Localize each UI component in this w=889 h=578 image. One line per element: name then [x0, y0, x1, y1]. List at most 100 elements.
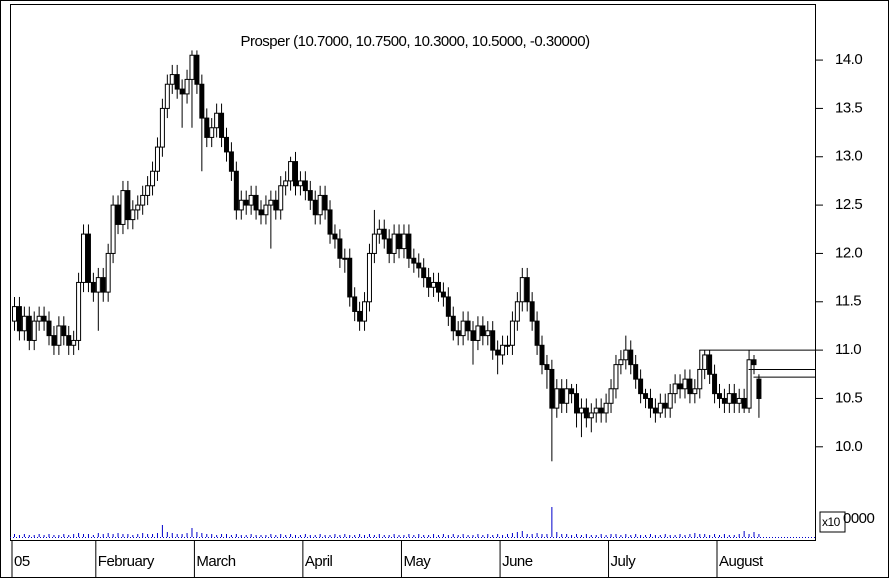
candle-body	[263, 204, 269, 216]
candle-body	[578, 407, 584, 414]
candle-body	[283, 180, 289, 187]
candle-body	[672, 383, 678, 395]
candle-body	[307, 190, 313, 201]
candle-body	[145, 185, 151, 196]
candle-body	[219, 112, 225, 138]
candle-body	[209, 127, 215, 138]
candle-body	[199, 83, 205, 119]
candle-body	[253, 194, 259, 211]
candle-body	[450, 315, 456, 332]
y-tick-label: 13.0	[835, 148, 862, 165]
candle-body	[228, 151, 234, 172]
candle-body	[657, 402, 663, 414]
candle-body	[214, 112, 220, 129]
candle-body	[223, 136, 229, 153]
candle-body	[465, 320, 471, 332]
candle-body	[495, 349, 501, 356]
candle-body	[574, 393, 580, 414]
candle-body	[588, 412, 594, 419]
y-tick-label: 10.0	[835, 438, 862, 455]
candle-body	[721, 397, 727, 404]
candle-body	[248, 194, 254, 206]
candle-body	[569, 388, 575, 395]
x-tick-label: February	[98, 553, 155, 570]
candle-body	[56, 325, 62, 346]
candle-body	[716, 393, 722, 399]
candle-body	[505, 344, 510, 347]
candle-body	[105, 252, 111, 293]
candle-body	[347, 257, 353, 298]
volume-multiplier: x10	[822, 515, 841, 529]
x-tick-label: May	[403, 553, 431, 570]
candle-body	[342, 257, 348, 260]
candle-body	[431, 281, 437, 288]
candle-body	[455, 330, 461, 337]
candle-body	[243, 199, 249, 206]
candle-body	[583, 407, 589, 419]
candle-body	[460, 320, 466, 337]
candle-body	[756, 378, 762, 399]
chart-title: Prosper (10.7000, 10.7500, 10.3000, 10.5…	[240, 33, 590, 50]
candle-body	[36, 315, 42, 322]
candle-body	[85, 233, 91, 283]
candle-body	[386, 238, 392, 254]
y-tick-label: 14.0	[835, 51, 862, 68]
candle-body	[707, 354, 713, 375]
plot-frame	[10, 4, 816, 541]
candle-body	[726, 393, 732, 404]
candle-body	[12, 306, 17, 322]
candle-body	[352, 296, 358, 312]
candle-body	[184, 78, 190, 95]
candle-body	[652, 407, 658, 414]
candle-body	[26, 315, 32, 341]
candle-body	[273, 199, 279, 211]
candle-body	[376, 228, 382, 235]
candle-body	[357, 310, 363, 322]
candle-body	[712, 373, 718, 395]
candle-body	[278, 185, 284, 211]
candle-body	[406, 233, 412, 259]
candle-body	[258, 209, 264, 216]
volume-unit: 0000	[843, 510, 875, 527]
candle-body	[598, 407, 604, 414]
candle-body	[154, 146, 160, 172]
candle-body	[150, 170, 156, 187]
candle-body	[322, 194, 328, 211]
candle-body	[140, 194, 146, 206]
candle-body	[110, 204, 116, 254]
candle-body	[751, 359, 757, 366]
candle-body	[194, 54, 200, 85]
candle-body	[440, 291, 446, 298]
y-tick-label: 10.5	[835, 389, 862, 406]
candle-body	[529, 301, 535, 322]
candle-body	[396, 233, 402, 250]
candle-body	[179, 88, 185, 95]
candle-body	[268, 199, 274, 206]
candle-body	[130, 209, 136, 221]
candle-body	[613, 364, 619, 390]
volume-multiplier-box	[819, 511, 846, 533]
y-tick-label: 13.5	[835, 99, 862, 116]
candle-body	[169, 74, 175, 85]
candle-body	[46, 320, 52, 337]
candle-body	[120, 190, 126, 225]
candle-body	[480, 325, 486, 337]
y-tick-label: 12.5	[835, 196, 862, 213]
y-tick-label: 12.0	[835, 244, 862, 261]
candle-body	[741, 397, 747, 409]
candle-body	[135, 204, 141, 211]
candle-body	[534, 320, 540, 346]
candle-body	[603, 402, 609, 414]
candle-body	[485, 330, 491, 337]
candle-body	[366, 252, 372, 303]
candle-body	[297, 180, 303, 187]
candle-body	[66, 335, 72, 346]
y-tick-label: 11.5	[835, 293, 861, 310]
candle-body	[643, 393, 649, 399]
candle-body	[554, 388, 560, 409]
candle-body	[618, 359, 624, 366]
candle-body	[288, 161, 294, 182]
candle-body	[61, 325, 67, 337]
candle-body	[71, 339, 77, 346]
